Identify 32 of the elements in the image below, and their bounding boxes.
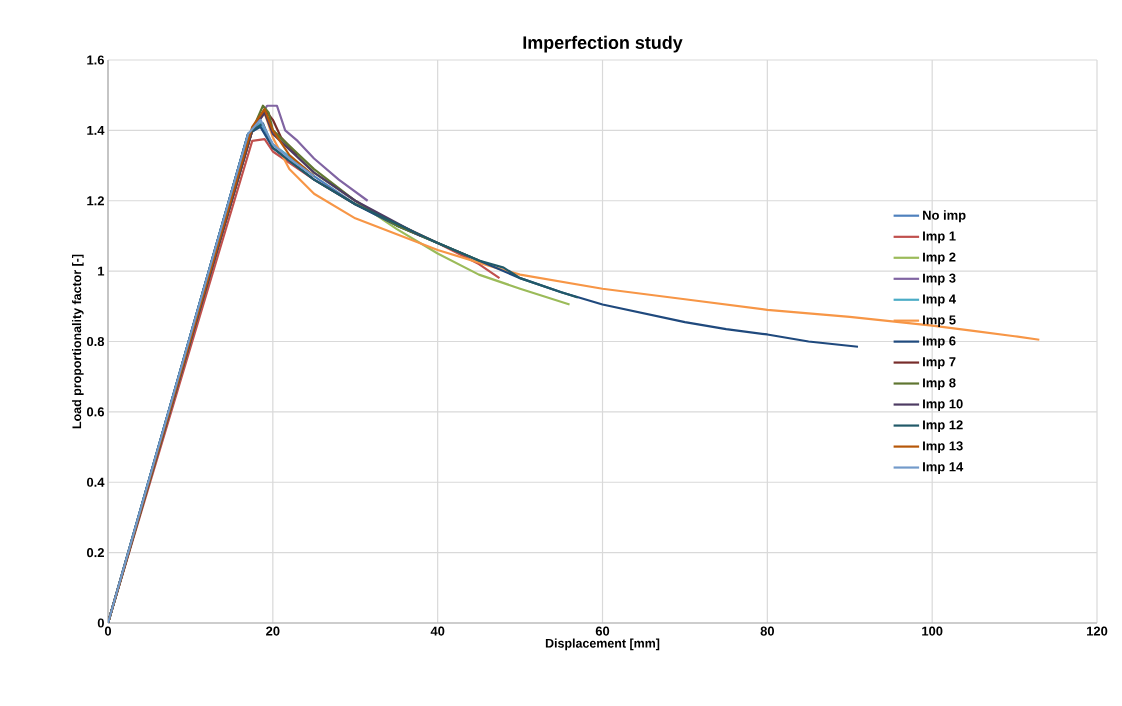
legend-label: Imp 4 [923, 294, 956, 307]
legend-label: Imp 8 [923, 378, 956, 390]
y-tick-label: 1 [98, 266, 105, 276]
y-tick-label: 0.2 [86, 548, 104, 558]
legend-label: Imp 14 [923, 462, 964, 474]
x-tick-label: 80 [760, 626, 775, 636]
legend-label: Imp 3 [923, 273, 956, 286]
legend-label: No imp [923, 210, 966, 223]
legend-label: Imp 7 [923, 357, 956, 369]
y-tick-label: 0 [97, 618, 104, 628]
chart-title: Imperfection study [523, 35, 683, 53]
y-tick-label: 0.6 [86, 407, 105, 417]
y-tick-label: 0.8 [86, 336, 105, 347]
x-tick-label: 100 [922, 626, 943, 636]
y-tick-label: 1.6 [87, 55, 105, 65]
x-tick-label: 20 [266, 626, 280, 636]
legend-label: Imp 1 [923, 231, 956, 244]
x-tick-label: 0 [104, 626, 112, 636]
legend-label: Imp 13 [923, 441, 963, 454]
y-tick-label: 1.4 [87, 125, 105, 135]
legend-label: Imp 10 [923, 399, 963, 411]
x-axis-title: Displacement [mm] [545, 638, 660, 651]
x-tick-label: 40 [430, 626, 445, 636]
legend-label: Imp 5 [923, 315, 956, 328]
y-tick-label: 1.2 [87, 196, 104, 206]
legend-label: Imp 2 [923, 252, 956, 265]
legend-label: Imp 6 [923, 336, 956, 349]
x-tick-label: 60 [595, 626, 610, 636]
x-tick-label: 120 [1087, 626, 1108, 636]
legend-label: Imp 12 [923, 420, 963, 433]
y-tick-label: 0.4 [86, 477, 105, 487]
y-axis-title: Load proportionality factor [-] [72, 254, 84, 429]
